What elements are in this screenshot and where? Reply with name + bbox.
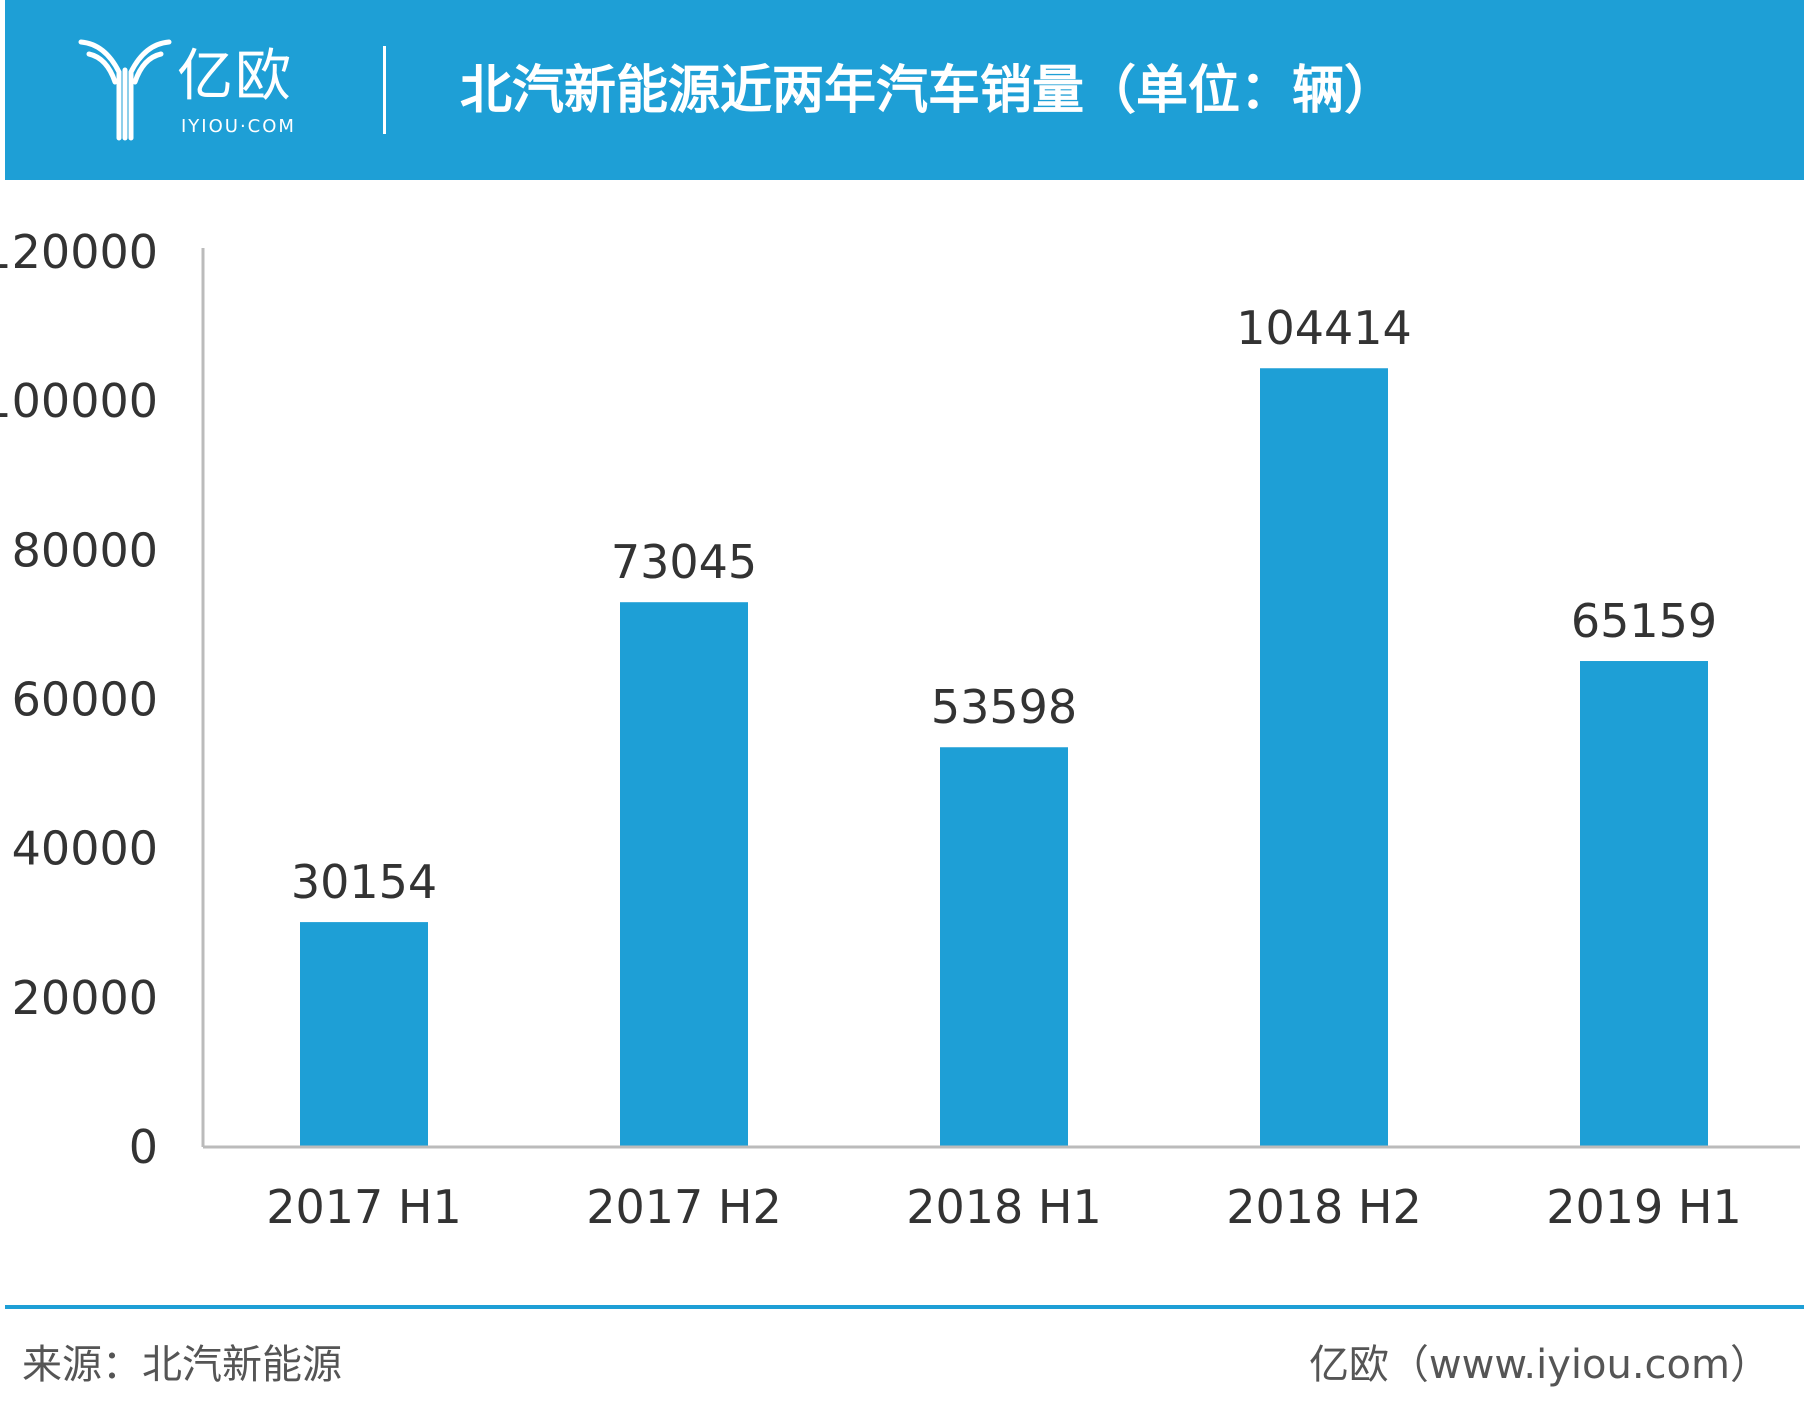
x-tick-label: 2017 H1	[266, 1180, 462, 1234]
footer-divider	[5, 1305, 1804, 1309]
bar	[620, 602, 748, 1147]
bar	[1260, 368, 1388, 1147]
value-labels: 30154 73045 53598 104414 65159	[291, 301, 1717, 909]
x-tick-label: 2018 H1	[906, 1180, 1102, 1234]
x-axis-labels: 2017 H1 2017 H2 2018 H1 2018 H2 2019 H1	[266, 1180, 1742, 1234]
bar-value-label: 104414	[1236, 301, 1412, 355]
y-tick-label: 80000	[12, 523, 158, 577]
y-tick-label: 60000	[12, 673, 158, 727]
y-tick-label: 120000	[0, 225, 158, 279]
chart-title: 北汽新能源近两年汽车销量（单位：辆）	[460, 61, 1397, 121]
bar	[940, 747, 1068, 1147]
logo-text: 亿欧	[177, 44, 293, 109]
header-banner: 亿欧 IYIOU·COM 北汽新能源近两年汽车销量（单位：辆）	[5, 0, 1804, 180]
bar-chart: 0 20000 40000 60000 80000 100000 120000 30154 7…	[0, 225, 1800, 1234]
bar-value-label: 73045	[611, 535, 757, 589]
source-text: 来源：北汽新能源	[22, 1342, 342, 1388]
logo-subtext: IYIOU·COM	[181, 116, 296, 137]
x-tick-label: 2018 H2	[1226, 1180, 1422, 1234]
x-tick-label: 2019 H1	[1546, 1180, 1742, 1234]
bar	[1580, 661, 1708, 1147]
header-divider	[383, 46, 386, 134]
y-axis-ticks: 0 20000 40000 60000 80000 100000 120000	[0, 225, 158, 1174]
y-tick-label: 20000	[12, 971, 158, 1025]
y-tick-label: 0	[129, 1120, 158, 1174]
iyiou-logo-icon	[78, 39, 172, 141]
y-tick-label: 40000	[12, 822, 158, 876]
x-tick-label: 2017 H2	[586, 1180, 782, 1234]
credit-text: 亿欧（www.iyiou.com）	[1308, 1342, 1770, 1388]
bar-value-label: 30154	[291, 855, 437, 909]
y-tick-label: 100000	[0, 374, 158, 428]
bar	[300, 922, 428, 1147]
bars	[300, 368, 1708, 1147]
logo: 亿欧 IYIOU·COM	[75, 30, 345, 150]
bar-value-label: 65159	[1571, 594, 1717, 648]
bar-value-label: 53598	[931, 680, 1077, 734]
